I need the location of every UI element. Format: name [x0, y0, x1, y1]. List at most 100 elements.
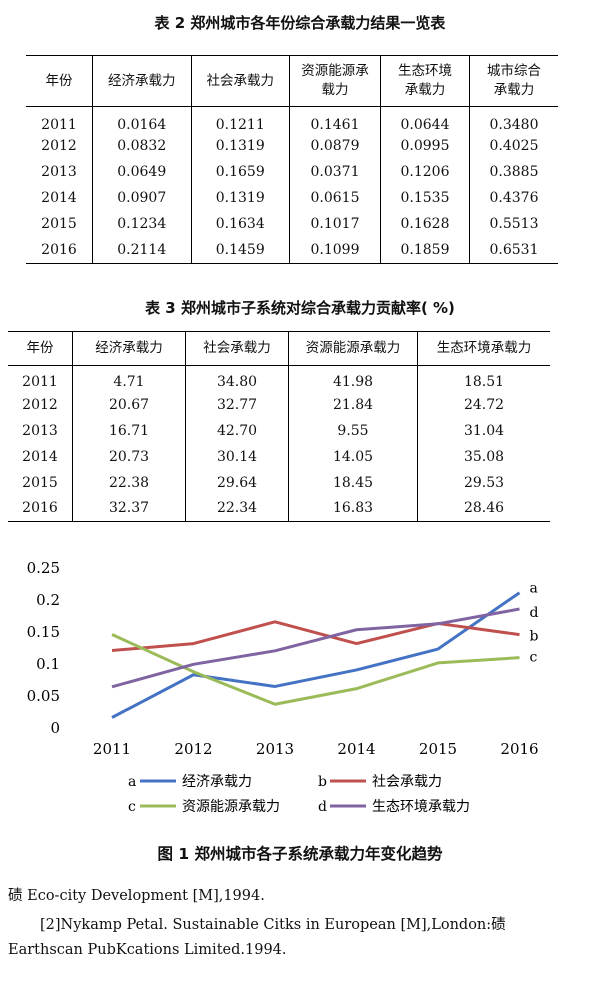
cell-overall: 0.3885 [469, 159, 558, 185]
cell-social: 0.1659 [190, 159, 290, 185]
cell-year: 2011 [41, 117, 77, 133]
cell-resource: 21.84 [288, 391, 418, 418]
cell-year: 2015 [41, 216, 77, 232]
x-tick-label: 2016 [500, 740, 538, 758]
cell-economic: 16.71 [72, 417, 186, 444]
reference-line-2: [2]Nykamp Petal. Sustainable Citks in Eu… [40, 917, 506, 933]
table2-header-overall: 城市综合承载力 [469, 55, 558, 107]
series-end-label: d [530, 605, 539, 621]
cell-resource: 0.0879 [289, 133, 381, 159]
table-row: 2014 0.0907 0.1319 0.0615 0.1535 0.4376 [26, 185, 558, 211]
table-row: 2016 0.2114 0.1459 0.1099 0.1859 0.6531 [26, 237, 558, 263]
x-tick-label: 2013 [256, 740, 294, 758]
series-end-label: b [530, 629, 539, 645]
cell-social: 0.1634 [190, 211, 290, 237]
cell-year: 2015 [22, 474, 58, 491]
table3-header-social: 社会承载力 [185, 331, 289, 366]
legend-label: 生态环境承载力 [372, 799, 470, 815]
cell-year: 2012 [41, 138, 77, 154]
series-end-label: c [530, 650, 538, 666]
cell-resource: 0.1099 [289, 237, 381, 263]
cell-ecology: 28.46 [417, 495, 550, 522]
table2-caption: 表 2 郑州城市各年份综合承载力结果一览表 [154, 14, 446, 32]
series-line-a [111, 591, 521, 719]
cell-social: 29.64 [185, 469, 289, 496]
table2-header-overall-label: 城市综合承载力 [487, 63, 541, 98]
x-tick-label: 2014 [337, 740, 375, 758]
cell-year: 2016 [41, 241, 77, 258]
y-tick-label: 0.05 [27, 687, 60, 705]
cell-economic: 20.73 [72, 443, 186, 470]
table-row: 2012 0.0832 0.1319 0.0879 0.0995 0.4025 [26, 133, 558, 159]
cell-resource: 18.45 [288, 469, 418, 496]
cell-ecology: 31.04 [417, 417, 550, 444]
cell-resource: 0.1461 [289, 106, 381, 133]
cell-ecology: 0.0995 [380, 133, 470, 159]
cell-ecology: 0.1535 [380, 185, 470, 211]
series-end-labels: a bc d [530, 581, 539, 666]
chart-legend: a 经济承载力 b 社会承载力 c 资源能源承载力 d 生态环境承载力 [128, 774, 470, 815]
cell-social: 0.1211 [190, 106, 290, 133]
legend-key: a [128, 774, 136, 790]
cell-year: 2014 [22, 448, 58, 465]
cell-resource: 14.05 [288, 443, 418, 470]
cell-ecology: 0.1206 [380, 159, 470, 185]
table2-header-ecology: 生态环境承载力 [380, 55, 470, 107]
table3: 年份 经济承载力 社会承载力 资源能源承载力 生态环境承载力 2011 4.71 3… [8, 331, 550, 522]
cell-overall: 0.6531 [469, 237, 558, 263]
table-row: 2015 22.38 29.64 18.45 29.53 [8, 469, 550, 496]
cell-economic: 0.0649 [92, 159, 191, 185]
cell-social: 0.1319 [190, 133, 290, 159]
cell-overall: 0.4376 [469, 185, 558, 211]
x-tick-label: 2012 [174, 740, 212, 758]
cell-ecology: 0.1628 [380, 211, 470, 237]
table-row: 2012 20.67 32.77 21.84 24.72 [8, 391, 550, 418]
y-tick-label: 0.2 [36, 591, 60, 609]
cell-economic: 0.2114 [92, 237, 191, 263]
cell-overall: 0.4025 [469, 133, 558, 159]
cell-economic: 0.0832 [92, 133, 191, 159]
y-axis: 0 0.05 0.1 0.15 0.2 0.25 [27, 559, 60, 737]
cell-resource: 16.83 [288, 495, 418, 522]
table2-header-resource-label: 资源能源承载力 [301, 63, 369, 98]
cell-social: 22.34 [185, 495, 289, 522]
table-row: 2015 0.1234 0.1634 0.1017 0.1628 0.5513 [26, 211, 558, 237]
series-line-d [111, 607, 520, 689]
table3-header-resource: 资源能源承载力 [288, 331, 418, 366]
cell-year: 2013 [41, 164, 77, 180]
x-tick-label: 2011 [93, 740, 131, 758]
cell-social: 0.1319 [190, 185, 290, 211]
cell-resource: 0.0615 [289, 185, 381, 211]
table-row: 2011 4.71 34.80 41.98 18.51 [8, 365, 550, 392]
cell-economic: 32.37 [72, 495, 186, 522]
y-tick-label: 0 [50, 719, 60, 737]
y-tick-label: 0.1 [36, 655, 60, 673]
cell-resource: 9.55 [288, 417, 418, 444]
cell-social: 30.14 [185, 443, 289, 470]
cell-economic: 0.0907 [92, 185, 191, 211]
legend-label: 资源能源承载力 [182, 799, 280, 815]
x-axis: 2011 2012 2013 2014 2015 2016 [93, 740, 539, 758]
series-line-b [111, 620, 520, 652]
table3-header-row: 年份 经济承载力 社会承载力 资源能源承载力 生态环境承载力 [8, 331, 550, 366]
table-row: 2011 0.0164 0.1211 0.1461 0.0644 0.3480 [26, 106, 558, 133]
line-chart: 0 0.05 0.1 0.15 0.2 0.25 2011 2012 2013 2014 2015… [27, 559, 539, 815]
cell-social: 0.1459 [190, 237, 290, 263]
reference-line-1: 碛 Eco-city Development [M],1994. [8, 888, 265, 904]
cell-year: 2014 [41, 190, 77, 206]
cell-year: 2012 [22, 396, 58, 413]
legend-label: 经济承载力 [182, 774, 252, 790]
reference-line-3: Earthscan PubKcations Limited.1994. [8, 942, 287, 958]
cell-economic: 0.0164 [92, 106, 191, 133]
cell-social: 34.80 [185, 365, 289, 392]
series-line-c [111, 633, 520, 706]
cell-economic: 4.71 [72, 365, 186, 392]
cell-resource: 41.98 [288, 365, 418, 392]
y-tick-label: 0.25 [27, 559, 60, 577]
legend-key: d [318, 799, 327, 815]
legend-key: c [128, 799, 136, 815]
cell-overall: 0.3480 [469, 106, 558, 133]
legend-key: b [318, 774, 327, 790]
cell-ecology: 29.53 [417, 469, 550, 496]
cell-overall: 0.5513 [469, 211, 558, 237]
